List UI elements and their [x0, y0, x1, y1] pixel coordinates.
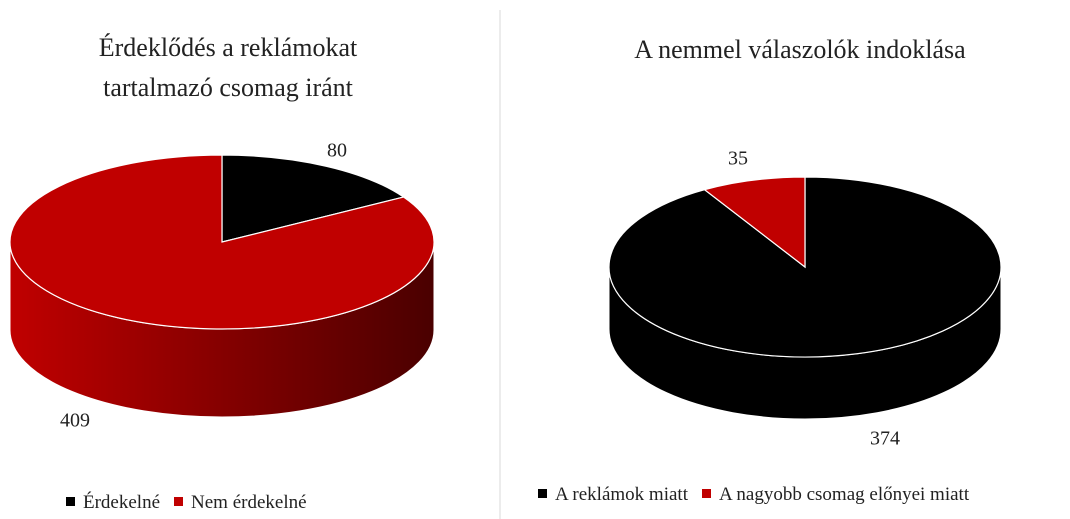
- legend-item: Nem érdekelné: [174, 492, 307, 513]
- data-label: 80: [327, 140, 347, 162]
- legend-swatch: [701, 489, 711, 498]
- legend-label: A nagyobb csomag előnyei miatt: [718, 484, 970, 505]
- legend: A reklámok miatt A nagyobb csomag előnyei…: [538, 484, 983, 506]
- legend-swatch: [538, 489, 547, 498]
- legend-label: Nem érdekelné: [191, 492, 307, 513]
- chart-title: Érdeklődés a reklámokat tartalmazó csoma…: [98, 33, 358, 102]
- data-label: 409: [60, 410, 90, 432]
- data-label: 374: [870, 428, 900, 450]
- legend-swatch: [174, 497, 184, 506]
- legend-item: Érdekelné: [66, 492, 160, 513]
- legend-item: A nagyobb csomag előnyei miatt: [701, 484, 970, 505]
- slice: [9, 154, 435, 330]
- legend-label: Érdekelné: [83, 492, 161, 513]
- slice: [703, 176, 806, 269]
- chart-title: A nemmel válaszolók indoklása: [634, 35, 966, 64]
- legend-swatch: [66, 497, 75, 506]
- legend-label: A reklámok miatt: [555, 484, 688, 505]
- slice: [221, 154, 405, 243]
- legend-item: A reklámok miatt: [538, 484, 688, 505]
- data-label: 35: [728, 148, 748, 170]
- legend: Érdekelné Nem érdekelné: [66, 492, 321, 514]
